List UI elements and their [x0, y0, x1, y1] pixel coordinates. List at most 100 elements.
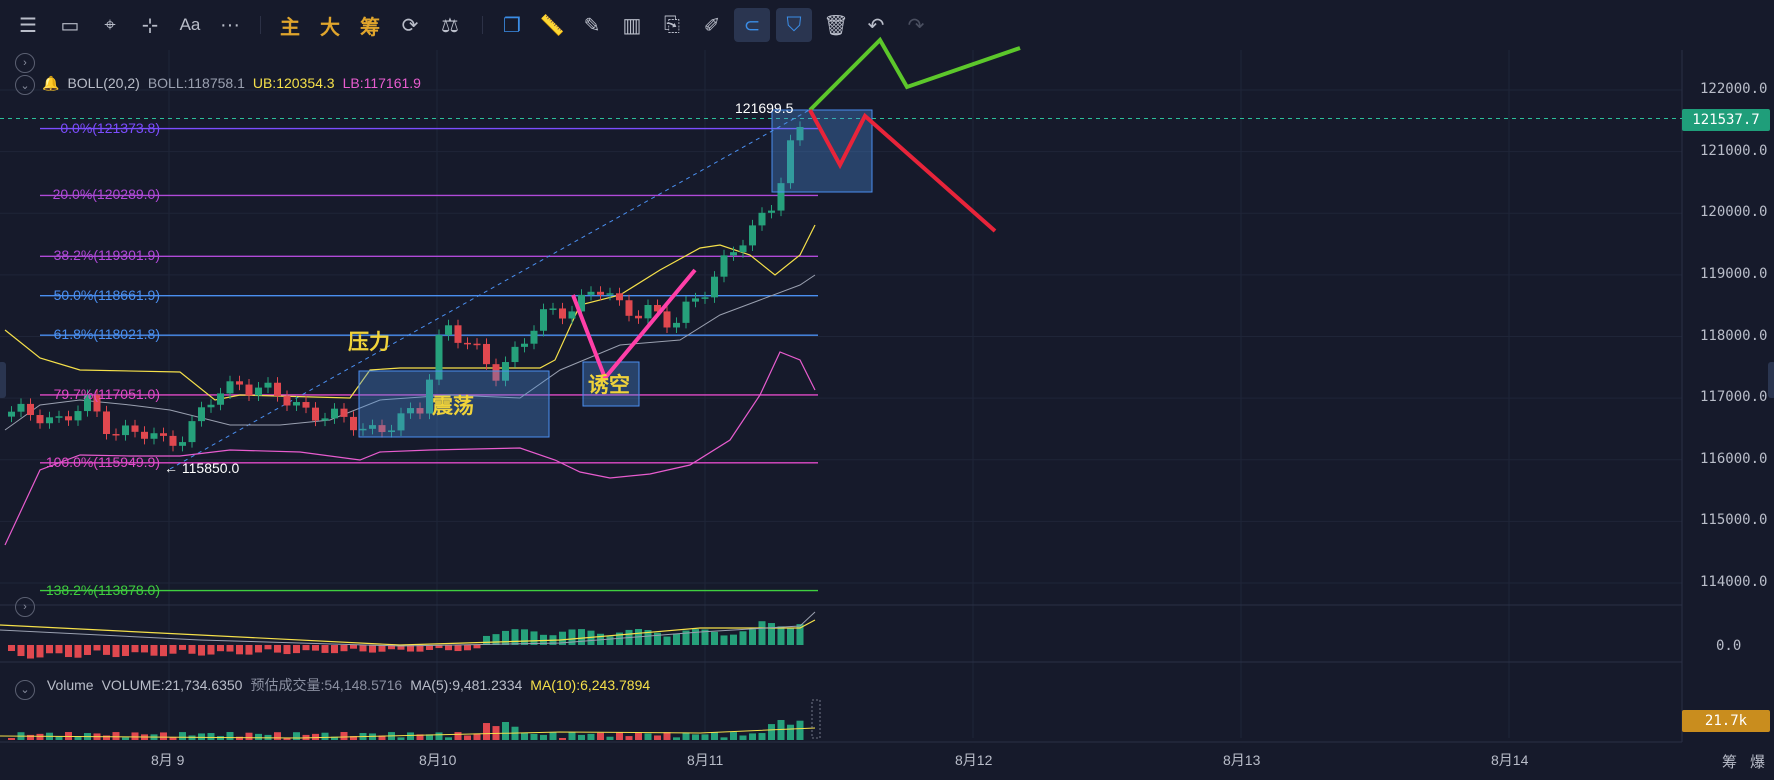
- volume-bar: [293, 732, 300, 740]
- candle: [350, 416, 357, 431]
- chip-button[interactable]: 筹: [360, 16, 380, 39]
- candle: [625, 300, 633, 316]
- volume-bar: [483, 723, 490, 740]
- date-tick-label: 8月12: [955, 752, 993, 768]
- candle: [226, 381, 234, 394]
- candle: [511, 346, 519, 363]
- date-tick-label: 8月14: [1491, 752, 1529, 768]
- candle: [274, 382, 281, 397]
- candle: [559, 308, 566, 319]
- menu-icon[interactable]: ☰: [19, 14, 37, 37]
- candle: [730, 252, 737, 256]
- date-tick-label: 8月11: [687, 752, 724, 768]
- candle: [796, 126, 804, 141]
- volume-bar: [112, 732, 120, 740]
- edit-icon[interactable]: ✐: [703, 14, 721, 37]
- left-panel-handle[interactable]: [0, 362, 6, 398]
- alarm-icon[interactable]: 🔔: [42, 75, 60, 91]
- boll-mid: BOLL:118758.1: [147, 75, 245, 91]
- macd-bar: [236, 645, 243, 655]
- crosshair-line-icon[interactable]: ⊹: [141, 14, 159, 37]
- candle: [150, 433, 158, 439]
- macd-bar: [473, 645, 481, 649]
- boll-lower-band: [4, 351, 816, 546]
- price-tick-label: 118000.0: [1700, 327, 1768, 344]
- candle: [549, 308, 557, 310]
- redo-icon[interactable]: ↷: [907, 14, 925, 37]
- more-icon[interactable]: ···: [220, 13, 240, 36]
- collapse-toggle-icon[interactable]: ›: [15, 53, 35, 73]
- candles-icon[interactable]: ▥: [622, 14, 642, 37]
- undo-icon[interactable]: ↶: [867, 14, 885, 37]
- candle: [188, 421, 196, 443]
- expand-toggle-icon[interactable]: ⌄: [15, 75, 35, 95]
- macd-bar: [122, 645, 129, 656]
- drawings: [358, 36, 1021, 739]
- magnet-icon[interactable]: ⊂: [734, 8, 770, 42]
- volume-bar: [207, 733, 215, 740]
- scale-icon[interactable]: ⚖: [441, 14, 459, 37]
- macd-bar: [568, 629, 576, 645]
- candle: [112, 434, 120, 436]
- macd-bar: [654, 632, 661, 645]
- candle: [473, 343, 481, 346]
- candle: [141, 431, 148, 439]
- candle: [644, 305, 652, 319]
- candle: [521, 343, 528, 347]
- price-tick-label: 115000.0: [1700, 512, 1768, 529]
- right-panel-handle[interactable]: [1768, 362, 1774, 398]
- fib-label: 20.0%(120289.0): [52, 186, 160, 203]
- trash-icon[interactable]: 🗑: [823, 14, 849, 37]
- ruler-icon[interactable]: 📏: [539, 14, 565, 37]
- ma10: MA(10):6,243.7894: [530, 677, 651, 693]
- cursor-icon[interactable]: ⌖: [104, 13, 116, 36]
- consolidation-box: [358, 370, 550, 438]
- pencil-icon[interactable]: ✎: [583, 14, 601, 37]
- volume-bar: [559, 737, 566, 740]
- price-tick-label: 121000.0: [1700, 142, 1768, 159]
- chip-footer-icon[interactable]: 筹: [1722, 754, 1738, 771]
- candle: [93, 395, 101, 412]
- candle: [749, 225, 756, 246]
- fib-label: 138.2%(113878.0): [45, 581, 160, 598]
- boll-middle-band: [4, 274, 816, 431]
- volume-ma-line: [0, 727, 816, 739]
- volume-bar: [758, 733, 766, 740]
- candle: [540, 309, 547, 331]
- volume-bar: [198, 733, 205, 740]
- candle: [787, 140, 794, 184]
- volume-bar: [454, 732, 462, 740]
- candle: [207, 404, 215, 408]
- liquidation-footer-icon[interactable]: 爆: [1750, 754, 1766, 771]
- collapse-toggle-icon[interactable]: ›: [15, 597, 35, 617]
- candle: [568, 311, 576, 319]
- macd-bar: [796, 624, 804, 645]
- candle: [312, 407, 319, 421]
- date-tick-label: 8月13: [1223, 752, 1261, 768]
- volume-bar: [331, 736, 338, 740]
- volume-bar: [397, 737, 405, 740]
- volume-bar: [521, 732, 528, 740]
- copy-icon[interactable]: ⎘: [664, 13, 680, 36]
- indicator-line: [0, 611, 816, 647]
- macd-bar: [359, 645, 367, 652]
- volume-bar: [160, 732, 167, 740]
- macd-bar: [188, 645, 196, 654]
- main-force-button[interactable]: 主: [280, 16, 300, 39]
- macd-bar: [445, 645, 452, 651]
- replay-icon[interactable]: ⟳: [401, 14, 419, 37]
- macd-bar: [8, 645, 15, 651]
- rectangle-icon[interactable]: ▭: [60, 14, 80, 37]
- expand-toggle-icon[interactable]: ⌄: [15, 679, 35, 700]
- volume-bar: [568, 732, 576, 740]
- text-tool[interactable]: Aa: [179, 15, 201, 34]
- macd-bar: [312, 645, 319, 651]
- macd-bar: [331, 645, 338, 654]
- candle: [663, 311, 671, 328]
- big-order-button[interactable]: 大: [320, 16, 340, 39]
- macd-bar: [521, 629, 528, 645]
- filter-icon[interactable]: ⛉: [776, 8, 812, 42]
- candle: [587, 291, 595, 295]
- layers-icon[interactable]: ❐: [503, 14, 521, 37]
